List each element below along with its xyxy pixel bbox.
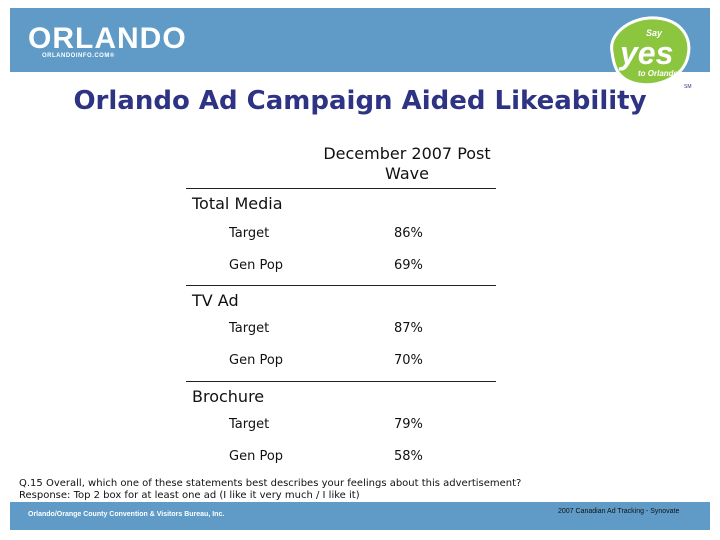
footnote-question: Q.15 Overall, which one of these stateme… [19,478,522,489]
row-value: 86% [394,226,423,241]
footer-band: Orlando/Orange County Convention & Visit… [10,502,710,530]
table-rule [186,381,496,382]
row-label: Target [229,226,270,241]
row-value: 87% [394,321,423,336]
table-rule [186,188,496,189]
row-value: 58% [394,449,423,464]
group-label-tv-ad: TV Ad [192,291,239,310]
footer-organization: Orlando/Orange County Convention & Visit… [28,511,225,518]
header-band: ORLANDO ORLANDOINFO.COM® [10,8,710,72]
badge-yes: yes [618,35,673,71]
row-label: Gen Pop [229,353,284,368]
page-title: Orlando Ad Campaign Aided Likeability [73,86,647,116]
table-rule [186,285,496,286]
footer-source: 2007 Canadian Ad Tracking - Synovate [558,508,680,515]
orlando-logo: ORLANDO [28,22,187,55]
row-label: Gen Pop [229,449,284,464]
row-label: Gen Pop [229,258,284,273]
badge-to-orlando: to Orlando [638,69,679,78]
orlando-logo-url: ORLANDOINFO.COM® [42,53,115,59]
row-value: 69% [394,258,423,273]
group-label-brochure: Brochure [192,387,265,406]
row-label: Target [229,417,270,432]
group-label-total-media: Total Media [192,194,283,213]
badge-say: Say [646,28,663,38]
column-header-line1: December 2007 Post [323,144,491,163]
column-header-line2: Wave [385,164,429,183]
row-label: Target [229,321,270,336]
badge-service-mark: SM [684,84,692,90]
row-value: 70% [394,353,423,368]
footnote-response: Response: Top 2 box for at least one ad … [19,490,360,501]
row-value: 79% [394,417,423,432]
say-yes-badge-icon: Say yes to Orlando SM [610,16,692,90]
column-header: December 2007 Post Wave [318,144,496,184]
footnote: Q.15 Overall, which one of these stateme… [19,478,619,502]
